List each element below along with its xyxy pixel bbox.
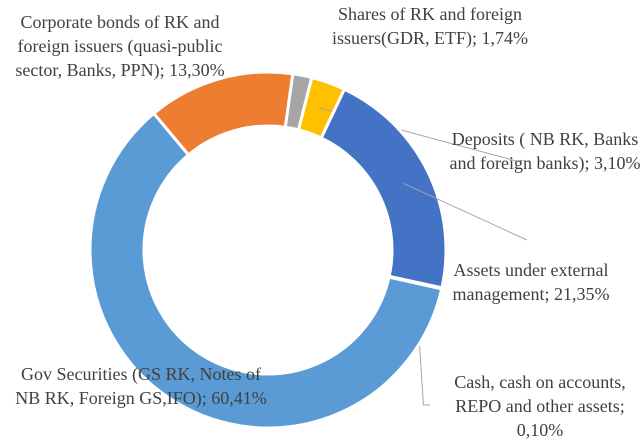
leader-line — [403, 183, 528, 241]
slice — [88, 111, 444, 430]
data-label: Assets under external management; 21,35% — [452, 260, 610, 304]
data-label: Gov Securities (GS RK, Notes of NB RK, F… — [15, 364, 267, 408]
data-label: Shares of RK and foreign issuers(GDR, ET… — [332, 4, 528, 48]
slice — [151, 70, 295, 157]
data-label: Deposits ( NB RK, Banks and foreign bank… — [449, 129, 641, 173]
data-label: Corporate bonds of RK and foreign issuer… — [15, 12, 225, 80]
data-label: Cash, cash on accounts, REPO and other a… — [454, 372, 626, 440]
